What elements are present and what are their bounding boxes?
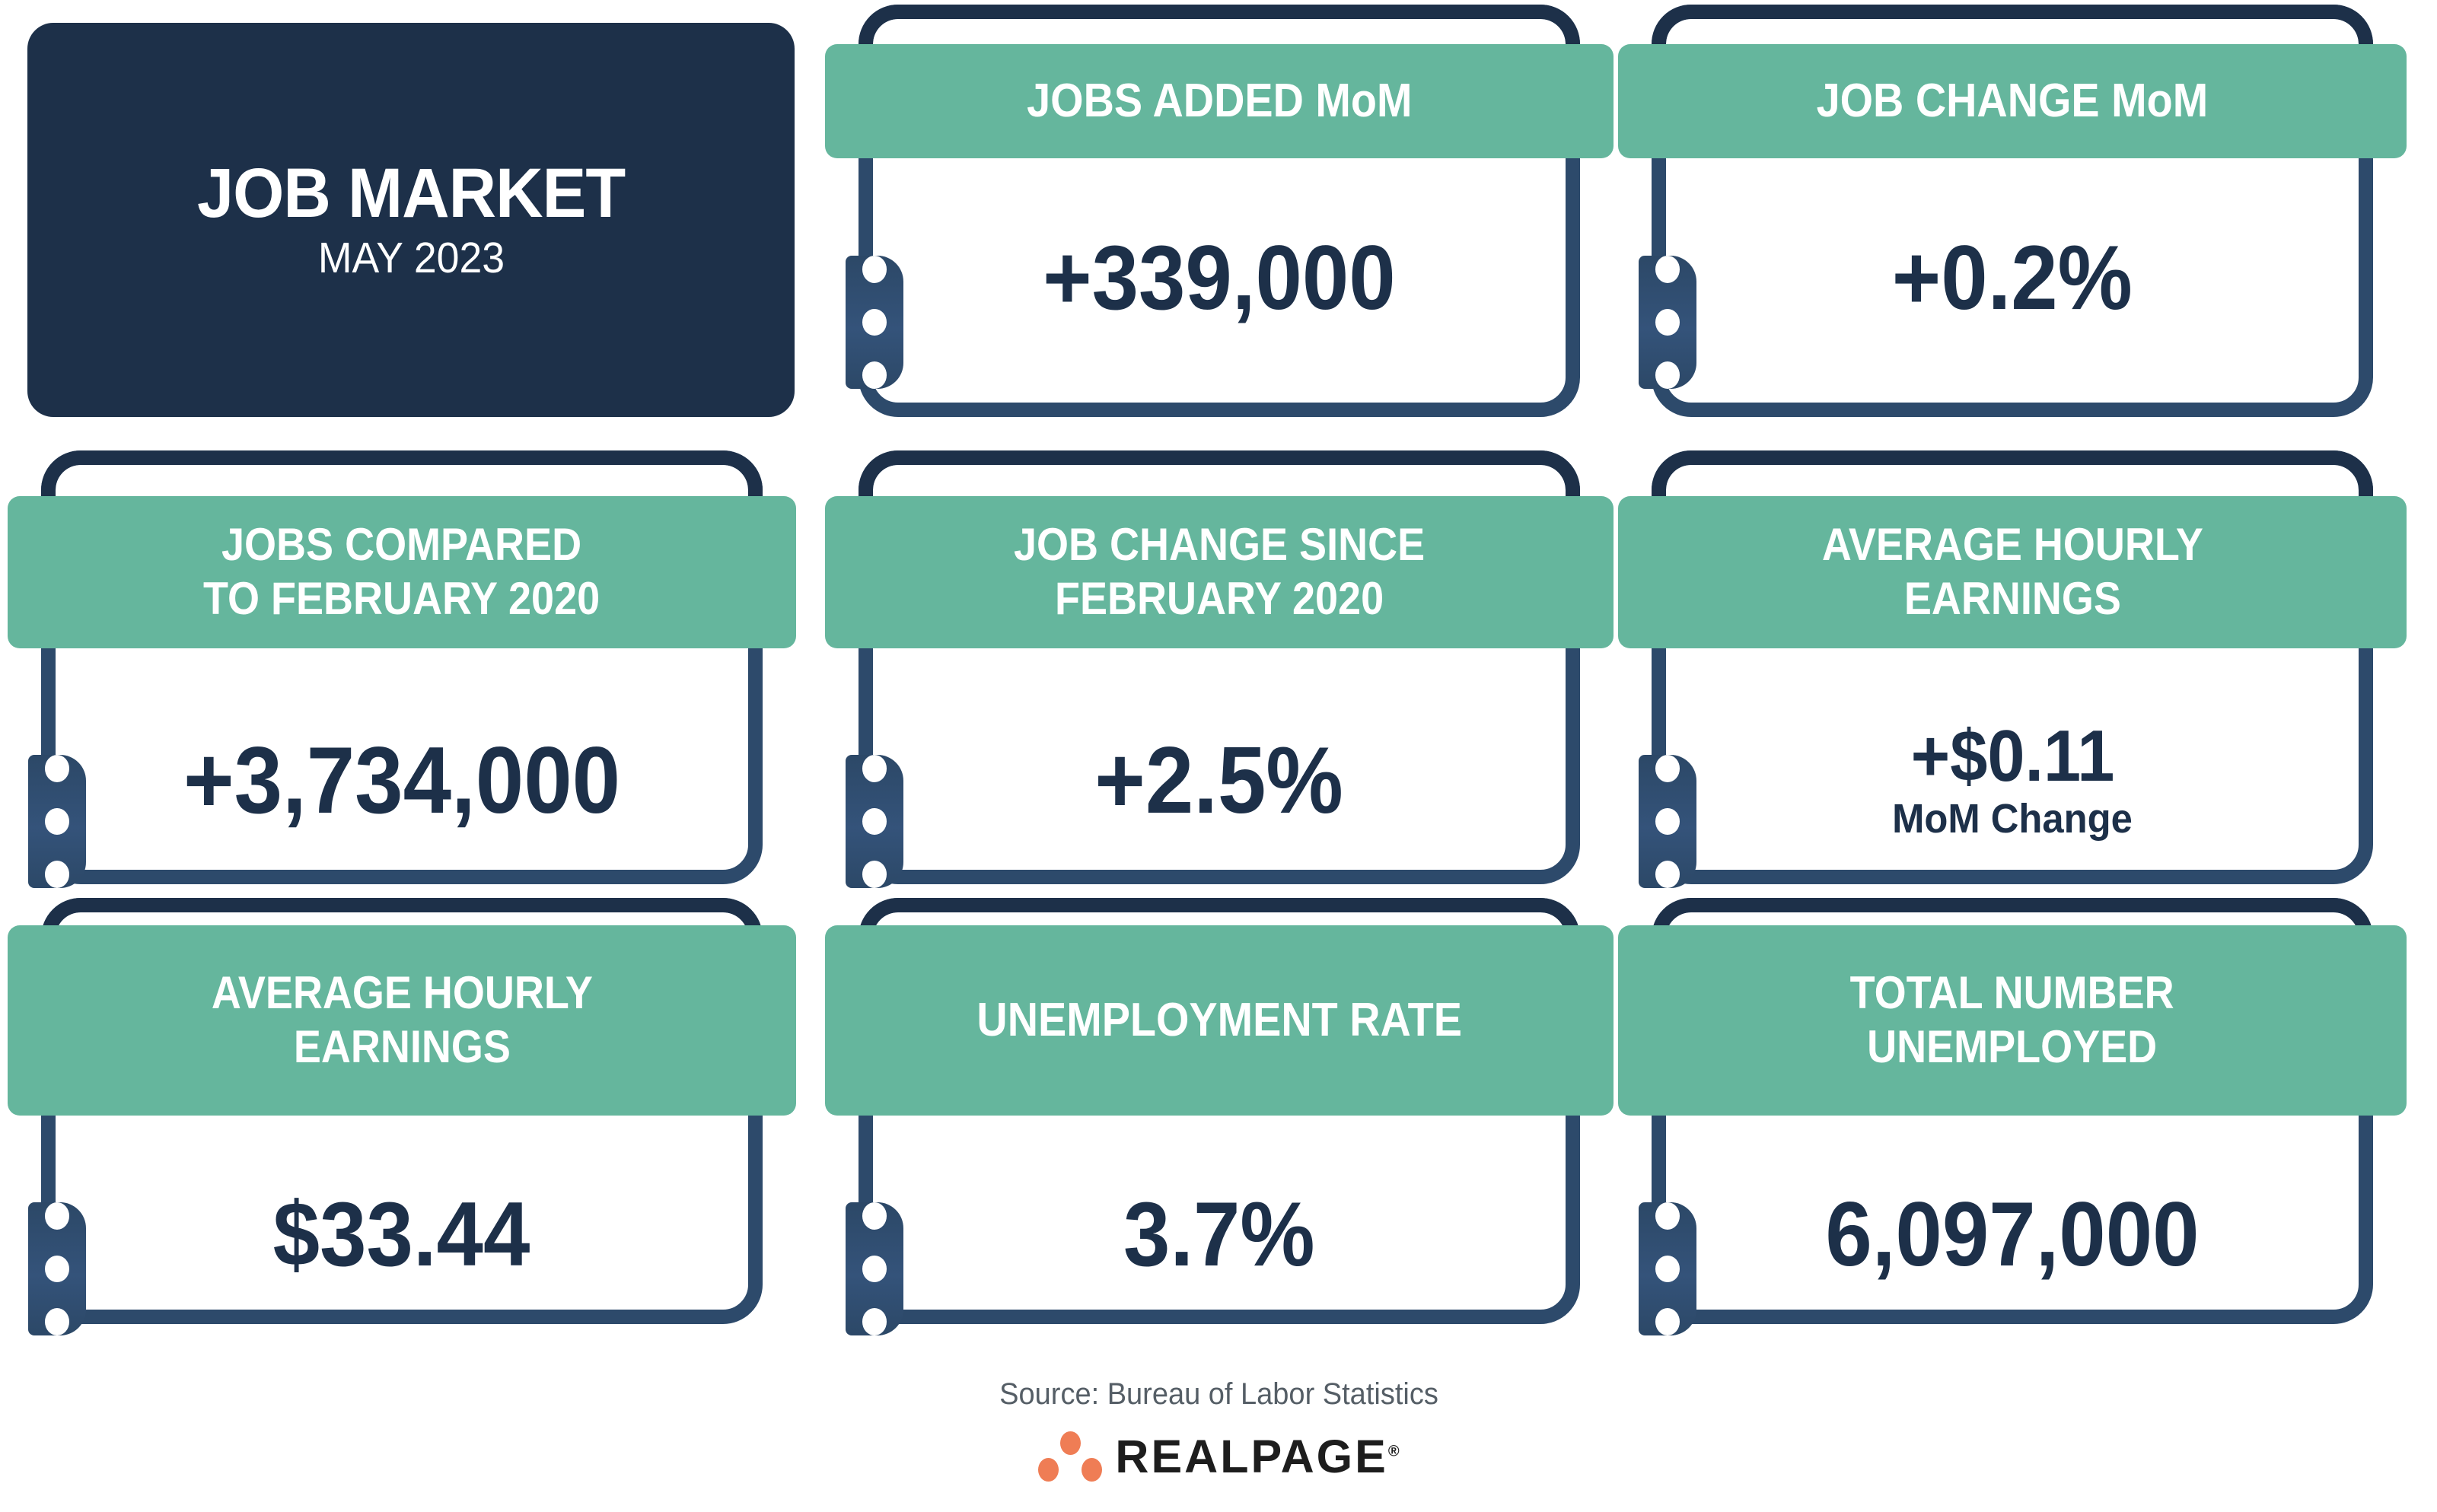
card-header-line: JOB CHANGE SINCE <box>1013 519 1426 571</box>
side-tab-dot-icon <box>1655 1255 1680 1283</box>
card-side-tab-icon <box>846 755 903 889</box>
card-header-line: TO FEBRUARY 2020 <box>203 573 600 624</box>
stat-card-job-change-mom: JOB CHANGE MoM +0.2% <box>1618 5 2407 417</box>
stat-card-jobs-compared-to-february-2020: JOBS COMPARED TO FEBRUARY 2020 +3,734,000 <box>8 450 796 889</box>
card-header: AVERAGE HOURLY EARNINGS <box>8 925 796 1116</box>
card-header: JOB CHANGE MoM <box>1618 44 2407 158</box>
card-value: +3,734,000 <box>183 728 621 834</box>
side-tab-dot-icon <box>862 861 887 889</box>
card-value-area: +3,734,000 <box>41 679 763 884</box>
card-header-line: FEBRUARY 2020 <box>1054 573 1384 624</box>
side-tab-dot-icon <box>45 861 69 889</box>
realpage-logo: REALPAGE® <box>1037 1430 1400 1482</box>
side-tab-dot-icon <box>45 1255 69 1283</box>
side-tab-dot-icon <box>1655 755 1680 782</box>
card-header: UNEMPLOYMENT RATE <box>825 925 1614 1116</box>
card-header-label: JOBS COMPARED TO FEBRUARY 2020 <box>181 518 622 626</box>
card-header-line: AVERAGE HOURLY <box>1821 519 2203 571</box>
side-tab-dot-icon <box>1655 361 1680 390</box>
side-tab-dot-icon <box>862 1255 887 1283</box>
realpage-wordmark: REALPAGE® <box>1115 1430 1400 1482</box>
side-tab-dot-icon <box>1655 861 1680 889</box>
side-tab-dot-icon <box>45 1308 69 1336</box>
card-side-tab-icon <box>846 256 903 390</box>
realpage-wordmark-text: REALPAGE <box>1115 1430 1388 1482</box>
card-value: +339,000 <box>1043 227 1396 329</box>
side-tab-dot-icon <box>862 308 887 336</box>
card-header-label: AVERAGE HOURLY EARNINGS <box>1801 518 2225 626</box>
card-header-label: JOB CHANGE SINCE FEBRUARY 2020 <box>991 518 1448 626</box>
card-value: 3.7% <box>1123 1183 1315 1285</box>
page-subtitle: MAY 2023 <box>317 233 505 282</box>
card-header-label: UNEMPLOYMENT RATE <box>950 992 1489 1048</box>
card-value-area: 3.7% <box>859 1149 1580 1320</box>
side-tab-dot-icon <box>45 1202 69 1230</box>
stat-card-job-change-since-february-2020: JOB CHANGE SINCE FEBRUARY 2020 +2.5% <box>825 450 1614 889</box>
side-tab-dot-icon <box>862 361 887 390</box>
card-side-tab-icon <box>1639 1202 1696 1336</box>
footer: Source: Bureau of Labor Statistics REALP… <box>0 1377 2437 1482</box>
card-value: $33.44 <box>273 1183 530 1285</box>
card-header: JOB CHANGE SINCE FEBRUARY 2020 <box>825 496 1614 648</box>
card-header-line: EARNINGS <box>293 1021 511 1072</box>
realpage-dots-icon <box>1037 1431 1103 1482</box>
side-tab-dot-icon <box>1655 308 1680 336</box>
source-note: Source: Bureau of Labor Statistics <box>999 1377 1438 1411</box>
title-card: JOB MARKET MAY 2023 <box>27 23 795 417</box>
card-value-area: +0.2% <box>1652 180 2373 377</box>
card-value: +2.5% <box>1094 728 1344 834</box>
card-header-label: JOB CHANGE MoM <box>1795 73 2230 129</box>
side-tab-dot-icon <box>862 256 887 283</box>
card-value-area: +$0.11 MoM Change <box>1652 679 2373 884</box>
stat-card-jobs-added-mom: JOBS ADDED MoM +339,000 <box>825 5 1614 417</box>
card-value-area: +339,000 <box>859 180 1580 377</box>
card-header-label: AVERAGE HOURLY EARNINGS <box>190 966 614 1074</box>
card-header-line: JOBS COMPARED <box>221 519 582 571</box>
card-value: +$0.11 <box>1910 715 2114 797</box>
card-subvalue: MoM Change <box>1892 796 2133 842</box>
side-tab-dot-icon <box>1655 1308 1680 1336</box>
card-value-area: 6,097,000 <box>1652 1149 2373 1320</box>
stat-card-unemployment-rate: UNEMPLOYMENT RATE 3.7% <box>825 898 1614 1336</box>
side-tab-dot-icon <box>45 755 69 782</box>
card-header: JOBS COMPARED TO FEBRUARY 2020 <box>8 496 796 648</box>
card-header-label: JOBS ADDED MoM <box>1005 73 1434 129</box>
card-header: TOTAL NUMBER UNEMPLOYED <box>1618 925 2407 1116</box>
card-header-line: UNEMPLOYMENT RATE <box>976 994 1462 1047</box>
card-side-tab-icon <box>846 1202 903 1336</box>
card-header-line: JOB CHANGE MoM <box>1816 75 2209 128</box>
side-tab-dot-icon <box>1655 256 1680 283</box>
side-tab-dot-icon <box>862 1202 887 1230</box>
card-header-line: JOBS ADDED MoM <box>1026 75 1413 128</box>
stat-card-average-hourly-earnings-mom-change: AVERAGE HOURLY EARNINGS +$0.11 MoM Change <box>1618 450 2407 889</box>
card-side-tab-icon <box>28 1202 86 1336</box>
side-tab-dot-icon <box>45 807 69 836</box>
stat-card-average-hourly-earnings: AVERAGE HOURLY EARNINGS $33.44 <box>8 898 796 1336</box>
card-value: +0.2% <box>1891 227 2133 329</box>
side-tab-dot-icon <box>862 755 887 782</box>
card-side-tab-icon <box>1639 755 1696 889</box>
page-title: JOB MARKET <box>196 154 626 232</box>
side-tab-dot-icon <box>1655 1202 1680 1230</box>
card-header-line: EARNINGS <box>1903 573 2121 624</box>
card-header-line: UNEMPLOYED <box>1867 1021 2158 1072</box>
side-tab-dot-icon <box>862 807 887 836</box>
card-header-line: TOTAL NUMBER <box>1849 967 2174 1019</box>
card-value-area: +2.5% <box>859 679 1580 884</box>
card-header-label: TOTAL NUMBER UNEMPLOYED <box>1832 966 2192 1074</box>
card-side-tab-icon <box>28 755 86 889</box>
card-header: AVERAGE HOURLY EARNINGS <box>1618 496 2407 648</box>
side-tab-dot-icon <box>862 1308 887 1336</box>
card-side-tab-icon <box>1639 256 1696 390</box>
card-header: JOBS ADDED MoM <box>825 44 1614 158</box>
card-header-line: AVERAGE HOURLY <box>211 967 593 1019</box>
stat-card-total-number-unemployed: TOTAL NUMBER UNEMPLOYED 6,097,000 <box>1618 898 2407 1336</box>
registered-trademark-icon: ® <box>1387 1443 1400 1460</box>
card-value-area: $33.44 <box>41 1149 763 1320</box>
side-tab-dot-icon <box>1655 807 1680 836</box>
card-value: 6,097,000 <box>1825 1183 2200 1285</box>
